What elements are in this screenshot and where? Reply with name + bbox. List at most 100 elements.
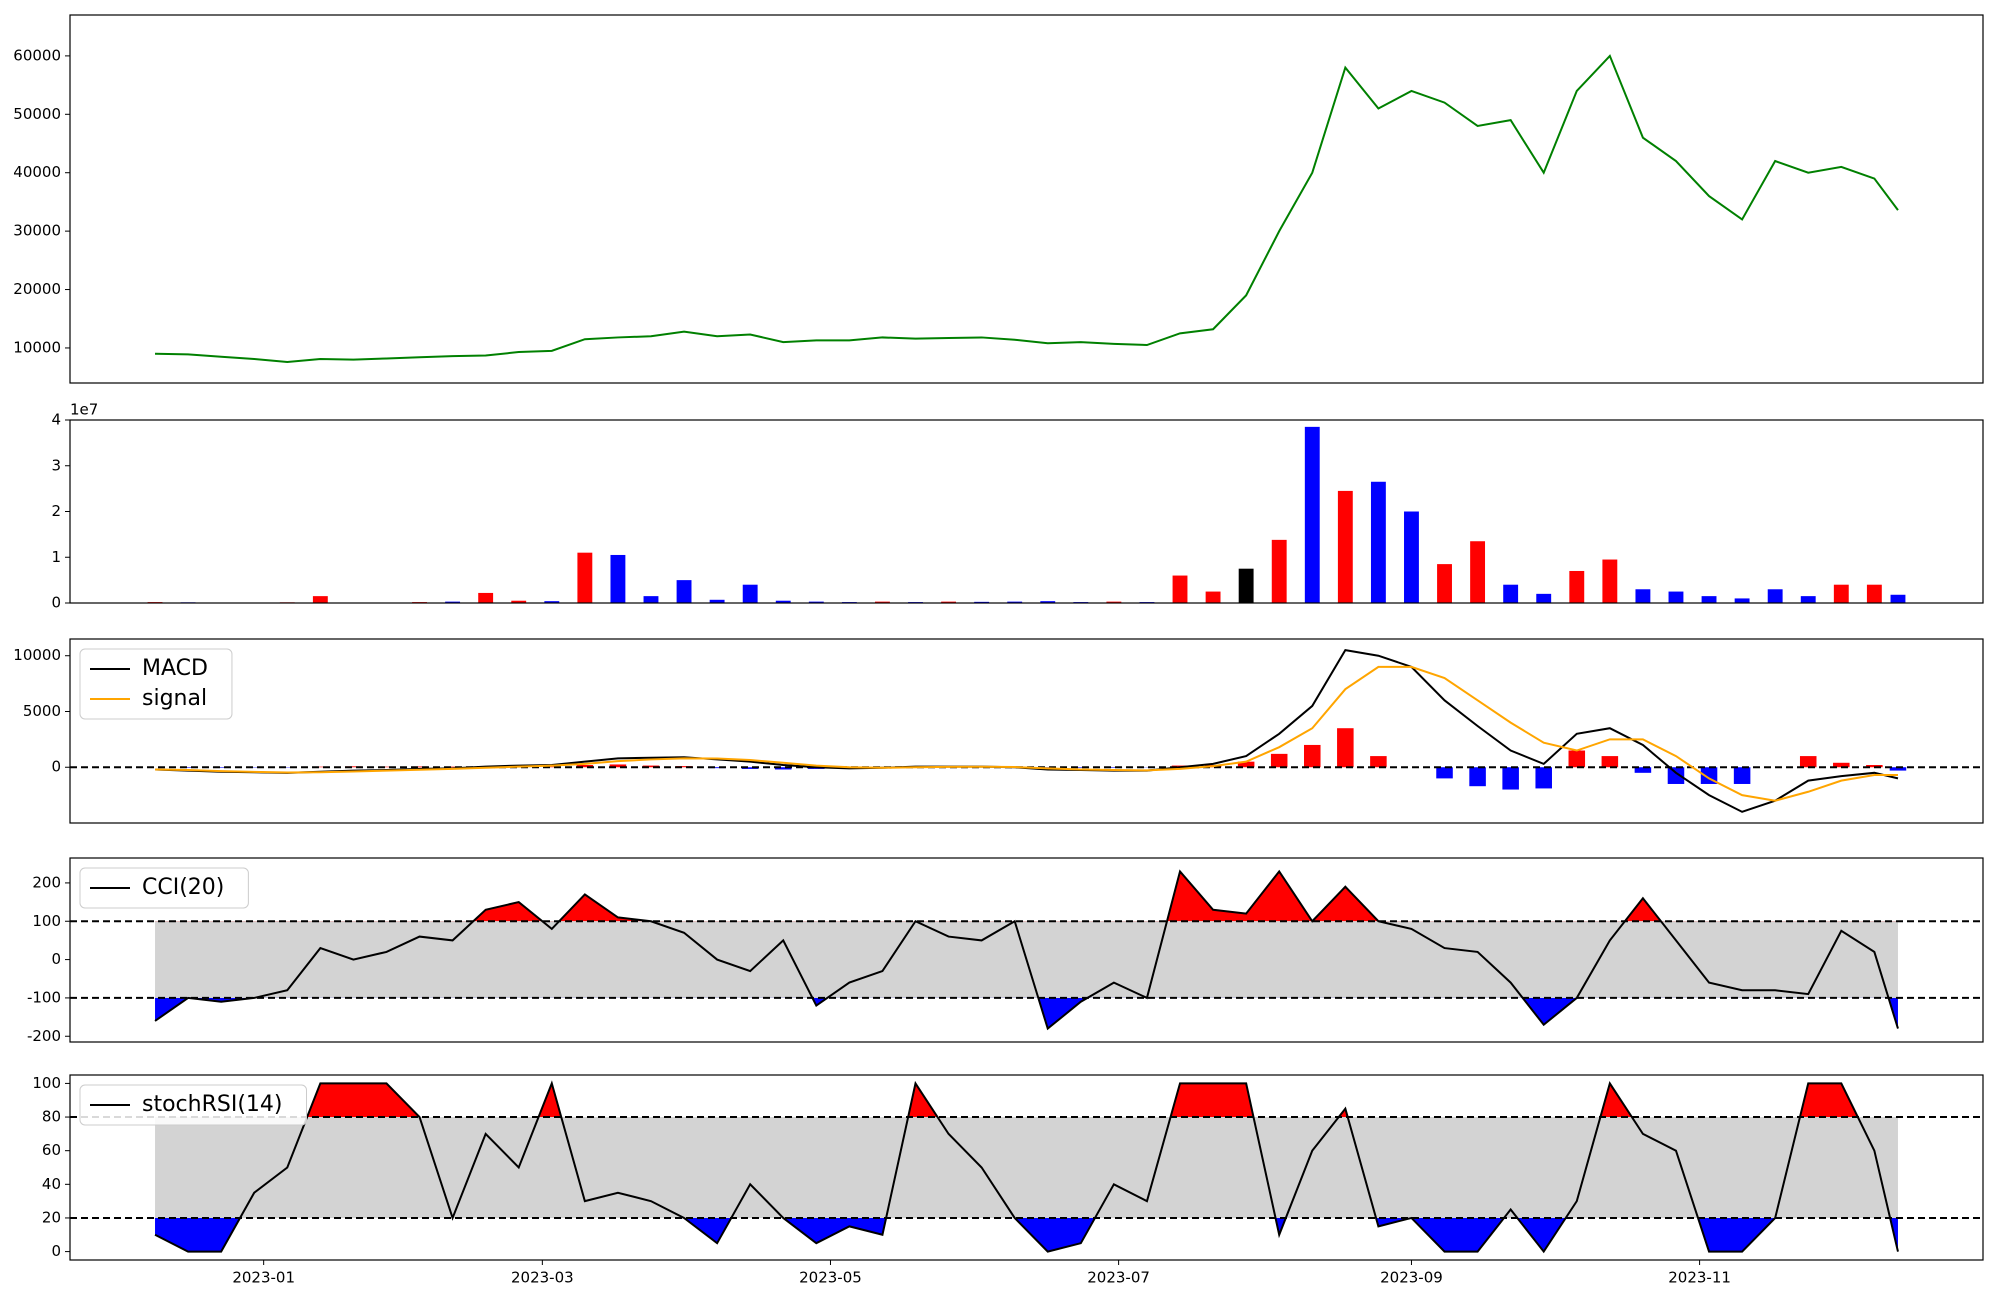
y-tick-label: 40 xyxy=(42,1175,61,1193)
histogram-bar xyxy=(741,767,759,769)
legend: stochRSI(14) xyxy=(79,1084,307,1126)
oversold-fill xyxy=(155,997,1898,1029)
plot-frame xyxy=(69,857,1984,1043)
y-tick-label: 80 xyxy=(42,1108,61,1126)
bar xyxy=(1767,589,1783,603)
plot-frame xyxy=(69,1074,1984,1261)
bar xyxy=(1007,601,1023,603)
bar xyxy=(1470,541,1486,603)
histogram-bar xyxy=(1866,765,1883,768)
histogram-bar xyxy=(642,765,660,768)
neutral-band xyxy=(155,1117,1898,1218)
y-tick-label: 20000 xyxy=(13,280,61,298)
bar xyxy=(742,584,758,603)
bar xyxy=(478,592,494,603)
x-tick-label: 2023-09 xyxy=(1380,1269,1443,1287)
y-tick-label: 5000 xyxy=(23,702,61,720)
histogram-bar xyxy=(378,766,395,768)
x-tick-label: 2023-11 xyxy=(1668,1269,1731,1287)
y-tick-label: 100 xyxy=(32,1074,61,1092)
bar xyxy=(874,601,890,603)
legend: MACD signal xyxy=(79,648,233,720)
bar xyxy=(1668,591,1684,603)
bar xyxy=(1437,564,1452,603)
bar xyxy=(808,601,824,603)
bar xyxy=(1734,598,1750,603)
bar xyxy=(1404,511,1419,603)
bar xyxy=(1106,601,1122,603)
bar xyxy=(1635,589,1651,603)
bar xyxy=(1866,584,1882,603)
bar xyxy=(1800,596,1816,603)
histogram-bar xyxy=(312,766,329,768)
histogram-bar xyxy=(444,766,461,768)
histogram-bar xyxy=(1304,744,1321,768)
bar xyxy=(1238,568,1254,603)
histogram-bar xyxy=(675,766,693,768)
series-line xyxy=(154,1080,1899,1254)
axis-offset-label: 1e7 xyxy=(70,401,98,419)
y-tick-label: 10000 xyxy=(13,646,61,664)
histogram-bar xyxy=(1601,756,1619,768)
histogram-bar xyxy=(1436,767,1453,779)
histogram-bar xyxy=(1237,761,1255,768)
y-tick-label: 200 xyxy=(32,873,61,891)
y-tick-label: 4 xyxy=(51,411,61,429)
bar xyxy=(610,554,626,603)
histogram-bar xyxy=(1502,767,1519,790)
legend-box xyxy=(79,1084,307,1126)
y-tick-label: 1 xyxy=(51,548,61,566)
histogram-bar xyxy=(543,766,561,768)
bar xyxy=(1536,593,1552,603)
histogram-bar xyxy=(774,767,792,770)
bar xyxy=(544,601,560,603)
bar xyxy=(676,580,692,603)
panel: 10000 20000 30000 40000 50000 60000 xyxy=(13,14,1984,384)
histogram-bar xyxy=(179,767,197,768)
panel: 0 20 40 60 80 100 2023-01 2023-03 2023-05 2023-07… xyxy=(32,1074,1984,1287)
histogram-bar xyxy=(708,767,726,769)
panel: -200 -100 0 100 200 xyxy=(27,857,1984,1045)
bar xyxy=(1172,575,1188,603)
bar xyxy=(1602,559,1618,603)
legend-label: stochRSI(14) xyxy=(142,1092,283,1117)
legend-label: CCI(20) xyxy=(142,875,224,900)
y-tick-label: -100 xyxy=(27,988,61,1006)
histogram-bar xyxy=(1337,728,1354,768)
overbought-fill xyxy=(155,871,1898,922)
x-tick-label: 2023-01 xyxy=(232,1269,295,1287)
bar xyxy=(1337,490,1353,603)
y-tick-label: 40000 xyxy=(13,163,61,181)
histogram-bar xyxy=(1733,767,1751,784)
histogram-bar xyxy=(1568,750,1586,768)
plot-frame xyxy=(69,14,1984,384)
histogram-bar xyxy=(1667,767,1685,784)
histogram-bar xyxy=(411,766,428,768)
histogram-bar xyxy=(609,764,627,768)
bar xyxy=(709,599,725,603)
x-tick-label: 2023-05 xyxy=(799,1269,862,1287)
y-tick-label: 10000 xyxy=(13,338,61,356)
series-line xyxy=(154,869,1899,1031)
histogram-bar xyxy=(1799,756,1817,768)
bar xyxy=(1040,601,1056,603)
histogram-bar xyxy=(576,765,594,768)
y-tick-label: 100 xyxy=(32,912,61,930)
bar xyxy=(511,600,527,603)
bar xyxy=(1569,570,1585,603)
y-tick-label: 2 xyxy=(51,502,61,520)
y-tick-label: 0 xyxy=(51,594,61,612)
histogram-bar xyxy=(345,766,362,768)
bar xyxy=(643,596,659,603)
bar xyxy=(1701,596,1717,603)
histogram-bar xyxy=(212,767,230,768)
bar xyxy=(1833,584,1849,603)
legend-box xyxy=(79,648,233,720)
y-tick-label: 20 xyxy=(42,1208,61,1226)
bar xyxy=(1370,481,1386,603)
panel: 0 5000 10000 xyxy=(13,638,1984,824)
bar xyxy=(941,601,957,603)
y-tick-label: 0 xyxy=(51,758,61,776)
bar xyxy=(1271,539,1287,603)
histogram-bar xyxy=(1270,753,1288,768)
